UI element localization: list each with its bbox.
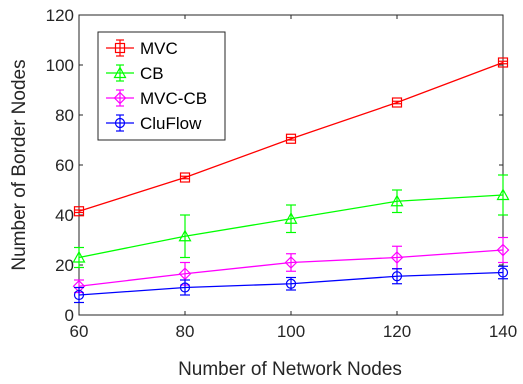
data-point: [73, 289, 85, 301]
legend-label: MVC-CB: [140, 89, 207, 108]
data-point: [390, 251, 404, 264]
y-tick-label: 100: [46, 56, 74, 75]
x-tick-label: 120: [383, 322, 411, 341]
data-point: [285, 278, 297, 289]
data-point: [391, 271, 403, 282]
legend-marker: [114, 42, 126, 54]
legend-entry: CluFlow: [106, 114, 202, 133]
y-tick-label: 60: [55, 156, 74, 175]
data-point: [284, 212, 298, 224]
legend-label: MVC: [140, 39, 178, 58]
data-point: [497, 57, 509, 68]
x-tick-label: 100: [277, 322, 305, 341]
data-point: [284, 256, 298, 269]
data-point: [178, 267, 192, 281]
x-tick-label: 60: [70, 322, 89, 341]
legend-entry: MVC: [106, 39, 178, 58]
data-point: [496, 243, 510, 257]
x-axis-label: Number of Network Nodes: [178, 359, 402, 380]
x-tick-label: 80: [176, 322, 195, 341]
legend-marker: [113, 66, 127, 79]
data-point: [73, 206, 85, 217]
y-tick-label: 20: [55, 256, 74, 275]
series-layer: [72, 57, 510, 304]
legend-box: [97, 31, 226, 141]
data-point: [497, 267, 509, 278]
y-axis-ticks: 0 20 40 60 80 100 120: [46, 6, 503, 325]
y-tick-label: 0: [65, 306, 74, 325]
data-point: [179, 282, 191, 293]
y-tick-label: 80: [55, 106, 74, 125]
data-point: [178, 229, 192, 242]
y-axis-label: Number of Border Nodes: [9, 59, 30, 270]
data-point: [390, 194, 404, 207]
data-point: [391, 97, 403, 108]
y-tick-label: 40: [55, 206, 74, 225]
y-tick-label: 120: [46, 6, 74, 25]
legend-label: CluFlow: [140, 114, 202, 133]
data-point: [72, 250, 86, 263]
series-mvc: [73, 57, 509, 217]
legend-entry: CB: [106, 64, 164, 83]
x-tick-label: 140: [489, 322, 517, 341]
data-point: [179, 172, 191, 183]
series-mvc-cb: [72, 236, 510, 294]
series-cluflow: [73, 265, 509, 304]
legend-marker: [114, 117, 126, 129]
x-axis-ticks: 60 80 100 120 140: [70, 15, 517, 341]
legend-label: CB: [140, 64, 164, 83]
legend-entry: MVC-CB: [106, 89, 207, 108]
data-point: [496, 188, 510, 201]
data-point: [285, 133, 297, 144]
legend: MVC CB MVC-CB CluFlow: [97, 31, 226, 141]
legend-marker: [113, 91, 127, 105]
series-cb: [72, 174, 510, 269]
